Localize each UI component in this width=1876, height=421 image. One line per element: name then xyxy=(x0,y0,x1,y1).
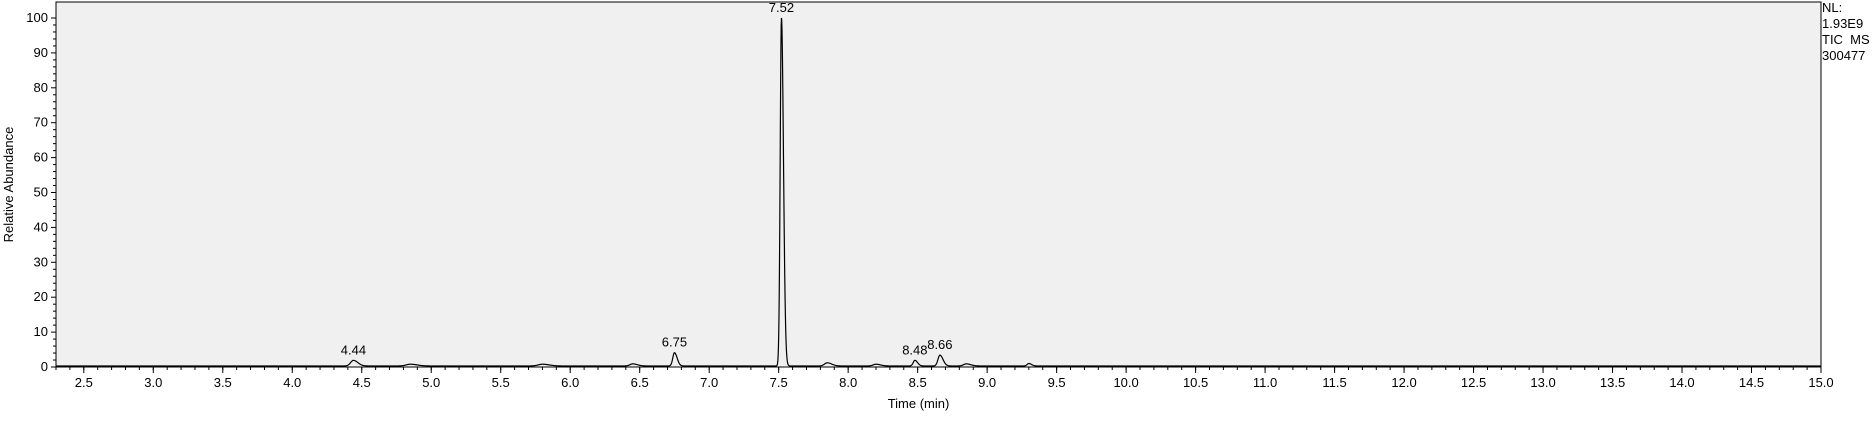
x-tick-label: 7.0 xyxy=(700,375,718,390)
scan-info: NL: 1.93E9 TIC MS 300477 xyxy=(1822,0,1870,64)
y-tick-label: 50 xyxy=(34,185,48,200)
x-tick-label: 11.5 xyxy=(1322,375,1346,390)
y-tick-label: 0 xyxy=(41,359,48,374)
x-tick-label: 4.0 xyxy=(283,375,301,390)
x-tick-label: 6.0 xyxy=(561,375,579,390)
y-tick-label: 10 xyxy=(34,324,48,339)
y-tick-label: 100 xyxy=(26,10,48,25)
x-tick-label: 9.0 xyxy=(978,375,996,390)
file-name: 300477 xyxy=(1822,48,1866,63)
x-tick-label: 7.5 xyxy=(770,375,788,390)
y-tick-label: 20 xyxy=(34,289,48,304)
x-axis: 2.5 3.0 3.5 4.0 4.5 5.0 5.5 6.0 6.5 7.0 7.5 8.0 8.5 9… xyxy=(55,367,1834,390)
y-tick-label: 40 xyxy=(34,219,48,234)
x-tick-label: 5.5 xyxy=(492,375,510,390)
y-axis-label: Relative Abundance xyxy=(1,127,16,243)
x-axis-label: Time (min) xyxy=(888,396,950,411)
x-tick-label: 10.0 xyxy=(1113,375,1138,390)
peak-label: 4.44 xyxy=(341,342,366,357)
y-tick-label: 90 xyxy=(34,45,48,60)
x-tick-label: 5.0 xyxy=(422,375,440,390)
x-tick-label: 12.5 xyxy=(1461,375,1486,390)
peak-label: 6.75 xyxy=(662,335,687,350)
y-tick-label: 80 xyxy=(34,80,48,95)
y-tick-label: 30 xyxy=(34,254,48,269)
plot-area xyxy=(55,1,1822,368)
x-tick-label: 3.5 xyxy=(214,375,232,390)
x-tick-label: 3.0 xyxy=(144,375,162,390)
tic-trace-line xyxy=(56,17,1821,367)
nl-value: 1.93E9 xyxy=(1822,16,1864,31)
x-tick-label: 15.0 xyxy=(1808,375,1833,390)
x-tick-label: 14.0 xyxy=(1669,375,1694,390)
scan-filter: TIC MS xyxy=(1822,32,1870,47)
peak-label: 8.48 xyxy=(902,342,927,357)
x-tick-label: 2.5 xyxy=(75,375,93,390)
y-tick-label: 70 xyxy=(34,115,48,130)
x-tick-label: 13.0 xyxy=(1530,375,1555,390)
x-tick-label: 10.5 xyxy=(1183,375,1208,390)
y-tick-label: 60 xyxy=(34,150,48,165)
peak-labels: 4.44 6.75 7.52 8.48 8.66 xyxy=(341,0,953,357)
x-tick-label: 14.5 xyxy=(1739,375,1764,390)
x-tick-label: 11.0 xyxy=(1253,375,1277,390)
peak-label: 7.52 xyxy=(769,0,794,15)
x-tick-label: 9.5 xyxy=(1048,375,1066,390)
nl-label: NL: xyxy=(1822,0,1843,15)
x-tick-label: 13.5 xyxy=(1600,375,1625,390)
x-tick-label: 12.0 xyxy=(1391,375,1416,390)
x-tick-label: 8.5 xyxy=(909,375,927,390)
y-axis: 0 10 20 30 40 50 60 70 80 90 100 xyxy=(26,10,56,374)
x-tick-label: 4.5 xyxy=(353,375,371,390)
x-tick-label: 6.5 xyxy=(631,375,649,390)
peak-label: 8.66 xyxy=(927,337,952,352)
x-tick-label: 8.0 xyxy=(839,375,857,390)
